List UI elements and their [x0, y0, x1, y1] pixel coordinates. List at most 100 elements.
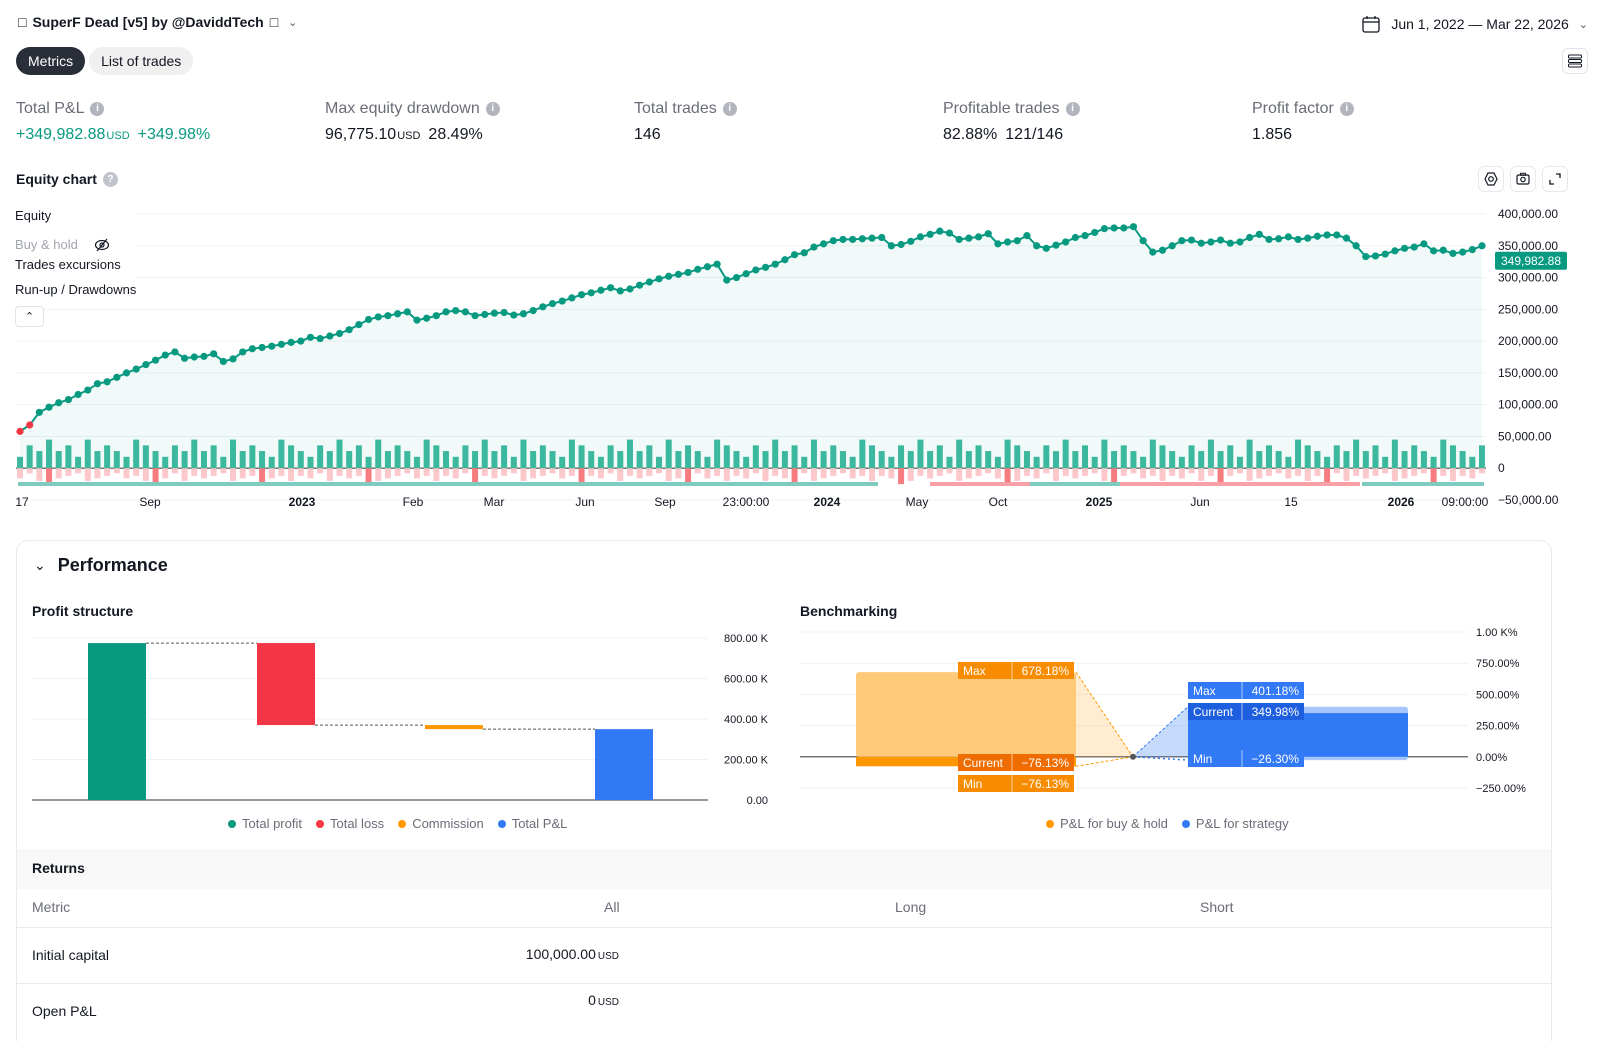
- runup-bar: [801, 456, 808, 469]
- drawdown-bar: [810, 468, 817, 481]
- info-icon[interactable]: i: [1339, 102, 1354, 116]
- legend-label: Total profit: [242, 816, 302, 831]
- runup-bar: [210, 445, 217, 469]
- equity-point: [1459, 248, 1467, 256]
- chevron-down-icon[interactable]: ⌄: [288, 16, 298, 29]
- dot-icon: [1181, 820, 1190, 828]
- equity-point: [974, 233, 983, 241]
- drawdown-bar: [685, 468, 692, 485]
- drawdown-bar: [568, 468, 575, 476]
- legend-label: Commission: [412, 816, 484, 831]
- drawdown-bar: [636, 468, 643, 479]
- performance-header[interactable]: ⌄ Performance: [34, 555, 168, 576]
- eye-off-icon[interactable]: [94, 238, 110, 252]
- drawdown-bar: [501, 468, 508, 476]
- strategy-min-tag-key: Min: [1193, 752, 1212, 766]
- equity-point: [868, 234, 876, 242]
- runup-bar: [714, 439, 721, 469]
- runup-bar: [317, 445, 324, 469]
- benchmarking-title: Benchmarking: [800, 603, 898, 619]
- runup-bar: [307, 456, 314, 469]
- legend-total-profit[interactable]: Total profit: [228, 816, 302, 831]
- info-icon[interactable]: i: [485, 102, 500, 116]
- runup-bar: [907, 451, 914, 469]
- equity-point: [732, 273, 741, 282]
- help-icon[interactable]: ?: [102, 171, 118, 187]
- runup-bar: [55, 451, 62, 469]
- legend-buy-hold-pnl[interactable]: P&L for buy & hold: [1046, 816, 1168, 831]
- runup-bar: [1140, 456, 1147, 469]
- runup-bar: [1130, 451, 1137, 469]
- kpi-label: Profitable trades: [943, 100, 1060, 117]
- equity-point: [529, 307, 537, 315]
- screenshot-button[interactable]: [1510, 166, 1536, 192]
- drawdown-bar: [355, 468, 362, 476]
- equity-point: [858, 235, 866, 243]
- info-icon[interactable]: i: [1065, 102, 1080, 116]
- drawdown-bar: [530, 468, 537, 479]
- drawdown-bar: [1217, 468, 1224, 485]
- equity-point: [219, 357, 227, 366]
- legend-equity[interactable]: Equity: [15, 208, 52, 223]
- equity-point: [723, 276, 731, 284]
- equity-point: [471, 312, 479, 320]
- layout-menu-button[interactable]: [1562, 48, 1588, 74]
- runup-bar: [965, 451, 972, 469]
- drawdown-bar: [433, 468, 440, 481]
- fullscreen-button[interactable]: [1542, 166, 1568, 192]
- runup-bar: [626, 439, 633, 469]
- equity-point: [1391, 247, 1399, 255]
- equity-point: [171, 348, 179, 356]
- legend-trades-excursions[interactable]: Trades excursions: [15, 257, 121, 272]
- drawdown-bar: [733, 468, 740, 476]
- runup-bar: [1479, 445, 1485, 469]
- tab-metrics[interactable]: Metrics: [16, 47, 86, 75]
- equity-point: [394, 310, 402, 318]
- equity-point: [1265, 235, 1273, 244]
- kpi-extra: +349.98%: [137, 126, 211, 143]
- equity-point: [684, 268, 692, 277]
- strategy-title[interactable]: □ SuperF Dead [v5] by @DaviddTech □ ⌄: [18, 14, 297, 30]
- runup-bar: [1101, 439, 1108, 469]
- legend-commission[interactable]: Commission: [398, 816, 484, 831]
- drawdown-bar: [75, 468, 82, 474]
- runup-bar: [1052, 451, 1059, 469]
- equity-point: [984, 230, 992, 238]
- runup-bar: [1469, 456, 1476, 469]
- legend-buy-hold-label: Buy & hold: [15, 237, 78, 253]
- info-icon[interactable]: i: [722, 102, 737, 116]
- equity-point: [277, 340, 286, 348]
- drawdown-bar: [578, 468, 585, 485]
- runup-bar: [510, 456, 517, 469]
- settings-button[interactable]: [1478, 166, 1504, 192]
- date-range-selector[interactable]: Jun 1, 2022 — Mar 22, 2026 ⌄: [1361, 14, 1588, 34]
- drawdown-bar: [965, 468, 972, 479]
- equity-point: [190, 353, 198, 361]
- equity-point: [1342, 234, 1351, 242]
- source-code-icon[interactable]: □: [269, 14, 279, 30]
- strategy-current-tag-key: Current: [1193, 705, 1234, 719]
- strategy-connector: [1133, 706, 1188, 757]
- tab-list-of-trades[interactable]: List of trades: [89, 47, 194, 75]
- drawdown-bar: [317, 468, 324, 474]
- info-icon[interactable]: i: [90, 102, 105, 116]
- drawdown-bar: [1246, 468, 1253, 481]
- runup-bar: [578, 445, 585, 469]
- runup-bar: [617, 451, 624, 469]
- equity-point: [151, 356, 160, 364]
- runup-bar: [423, 439, 430, 469]
- collapse-legend-button[interactable]: ⌃: [15, 306, 44, 327]
- drawdown-bar: [888, 468, 895, 479]
- legend-total-loss[interactable]: Total loss: [315, 816, 384, 831]
- equity-chart-title-text: Equity chart: [16, 171, 97, 187]
- drawdown-bar: [1285, 468, 1292, 479]
- legend-runup-drawdowns[interactable]: Run-up / Drawdowns: [15, 281, 137, 297]
- benchmarking-legend: P&L for buy & hold P&L for strategy: [1046, 816, 1289, 831]
- legend-buy-hold[interactable]: Buy & hold: [15, 233, 136, 258]
- drawdown-bar: [1120, 468, 1127, 476]
- runup-bar: [1420, 451, 1427, 469]
- runup-strip: [18, 482, 878, 486]
- legend-total-pnl[interactable]: Total P&L: [497, 816, 567, 831]
- legend-strategy-pnl[interactable]: P&L for strategy: [1181, 816, 1289, 831]
- equity-point: [35, 408, 43, 416]
